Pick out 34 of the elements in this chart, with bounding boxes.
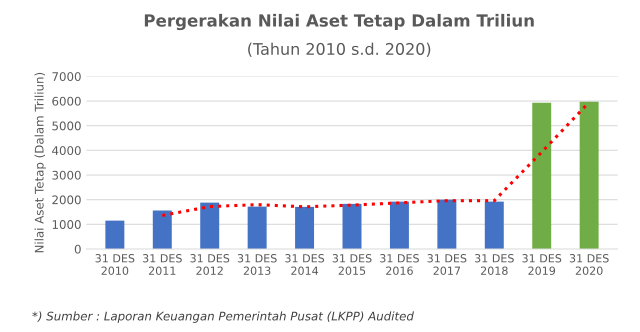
x-tick-label: 31 DES 2017 <box>428 254 466 275</box>
bar <box>437 200 456 249</box>
bar <box>248 206 267 249</box>
y-tick-label: 3000 <box>52 170 81 180</box>
y-tick-label: 7000 <box>52 72 81 82</box>
bar <box>295 206 314 249</box>
bar <box>105 220 124 249</box>
y-tick-label: 1000 <box>52 220 81 229</box>
x-tick-label: 31 DES 2011 <box>142 254 182 275</box>
bar <box>390 202 409 249</box>
y-tick-label: 2000 <box>52 195 81 204</box>
bar <box>342 204 362 249</box>
x-tick-label: 31 DES 2013 <box>238 254 277 275</box>
bar <box>484 202 504 249</box>
bar <box>152 210 172 249</box>
y-tick-label: 5000 <box>52 121 81 130</box>
y-tick-label: 6000 <box>52 96 81 106</box>
x-tick-label: 31 DES 2020 <box>570 254 609 275</box>
bar <box>200 202 220 249</box>
x-tick-label: 31 DES 2012 <box>190 254 230 275</box>
x-tick-label: 31 DES 2014 <box>285 254 324 275</box>
x-tick-label: 31 DES 2019 <box>522 254 562 275</box>
y-tick-label: 0 <box>74 244 81 254</box>
text: *) Sumber : Laporan Keuangan Pemerintah Pusat (LKPP) Audited <box>32 311 414 323</box>
bar <box>580 102 599 249</box>
x-tick-label: 31 DES 2015 <box>332 254 372 275</box>
x-tick-label: 31 DES 2016 <box>380 254 419 275</box>
y-axis-title: Nilai Aset Tetap (Dalam Triliun) <box>34 72 46 252</box>
chart-title: Pergerakan Nilai Aset Tetap Dalam Triliun <box>144 14 534 30</box>
y-tick-label: 4000 <box>52 146 81 155</box>
bar <box>532 102 552 249</box>
x-tick-label: 31 DES 2018 <box>474 254 514 275</box>
x-tick-label: 31 DES 2010 <box>96 254 134 275</box>
chart-subtitle: (Tahun 2010 s.d. 2020) <box>248 42 430 57</box>
